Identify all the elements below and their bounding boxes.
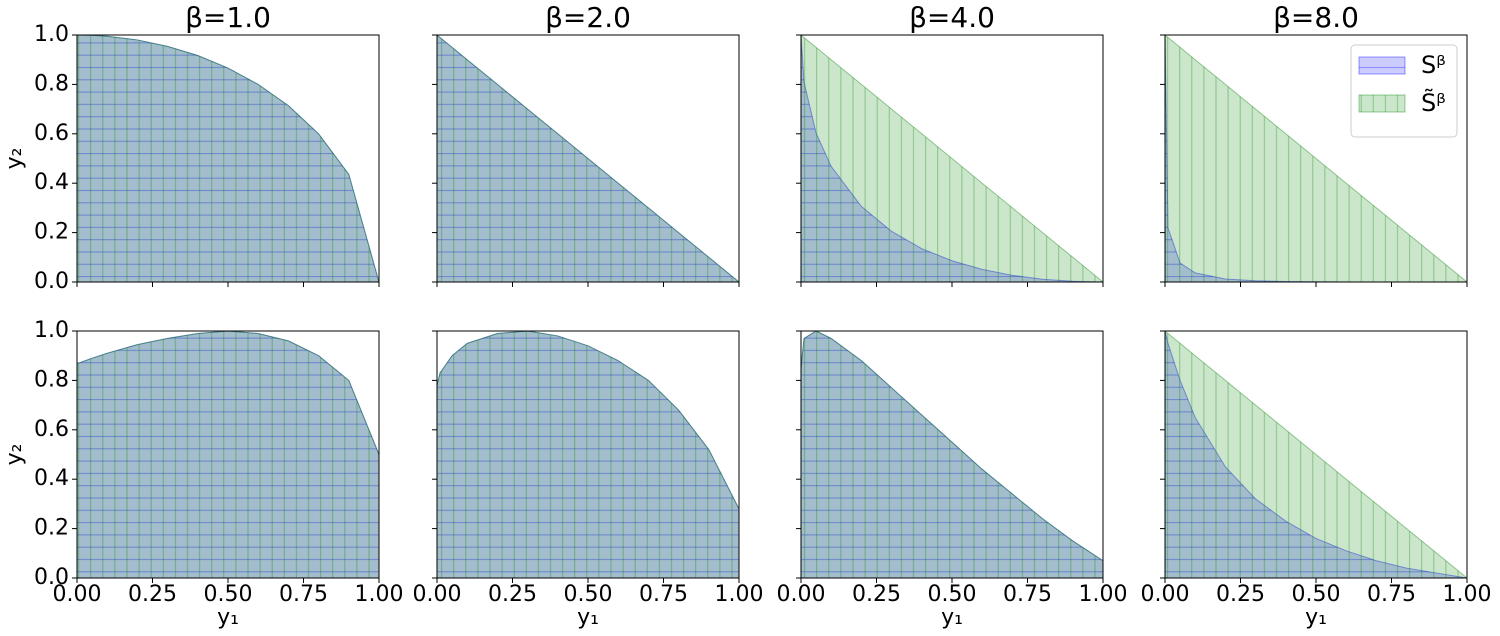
legend-label: S̃ᵝ	[1421, 89, 1446, 117]
x-tick-label: 0.00	[777, 582, 826, 607]
x-tick-label: 0.25	[488, 582, 537, 607]
x-tick-label: 0.00	[1141, 582, 1190, 607]
panel-title: β=1.0	[185, 1, 271, 34]
y-tick-label: 0.4	[34, 170, 69, 195]
x-tick-label: 0.00	[53, 582, 102, 607]
area-hatch	[437, 35, 739, 282]
area-hatch	[77, 331, 379, 578]
x-axis-label: y₁	[577, 605, 599, 630]
area-layer	[77, 35, 379, 282]
x-tick-label: 1.00	[1079, 582, 1128, 607]
legend-swatch-hatch	[1359, 57, 1405, 74]
area-layer	[437, 331, 739, 578]
y-tick-label: 1.0	[34, 318, 69, 343]
x-axis-label: y₁	[941, 605, 963, 630]
y-tick-label: 0.2	[34, 516, 69, 541]
area-hatch	[801, 35, 1103, 282]
area-hatch	[437, 331, 739, 578]
x-tick-label: 0.50	[928, 582, 977, 607]
y-tick-label: 1.0	[34, 22, 69, 47]
area-hatch	[801, 331, 1103, 578]
y-tick-label: 0.8	[34, 367, 69, 392]
area-layer	[77, 331, 379, 578]
area-layer	[801, 35, 1103, 282]
area-layer	[1165, 331, 1467, 578]
legend-label: Sᵝ	[1421, 51, 1446, 79]
y-axis-label: y₂	[2, 444, 27, 466]
y-tick-label: 0.0	[34, 565, 69, 590]
area-layer	[801, 331, 1103, 578]
y-tick-label: 0.2	[34, 220, 69, 245]
y-tick-label: 0.0	[34, 269, 69, 294]
y-tick-label: 0.4	[34, 466, 69, 491]
x-axis-label: y₁	[1305, 605, 1327, 630]
x-tick-label: 0.75	[279, 582, 328, 607]
panel-title: β=2.0	[545, 1, 631, 34]
area-hatch	[1165, 331, 1467, 578]
x-tick-label: 0.50	[1292, 582, 1341, 607]
x-tick-label: 0.75	[639, 582, 688, 607]
x-tick-label: 1.00	[1443, 582, 1492, 607]
legend-swatch-hatch	[1359, 95, 1405, 112]
x-tick-label: 0.00	[413, 582, 462, 607]
x-tick-label: 0.50	[564, 582, 613, 607]
x-tick-label: 0.25	[128, 582, 177, 607]
x-tick-label: 0.25	[852, 582, 901, 607]
area-hatch	[1165, 35, 1467, 282]
x-tick-label: 1.00	[355, 582, 404, 607]
x-tick-label: 0.75	[1367, 582, 1416, 607]
panel-title: β=8.0	[1273, 1, 1359, 34]
x-tick-label: 0.50	[204, 582, 253, 607]
x-axis-label: y₁	[217, 605, 239, 630]
x-tick-label: 1.00	[715, 582, 764, 607]
panel-title: β=4.0	[909, 1, 995, 34]
y-tick-label: 0.6	[34, 121, 69, 146]
y-axis-label: y₂	[2, 148, 27, 170]
area-layer	[437, 35, 739, 282]
x-tick-label: 0.75	[1003, 582, 1052, 607]
y-tick-label: 0.8	[34, 71, 69, 96]
y-tick-label: 0.6	[34, 417, 69, 442]
area-hatch	[77, 35, 379, 282]
x-tick-label: 0.25	[1216, 582, 1265, 607]
